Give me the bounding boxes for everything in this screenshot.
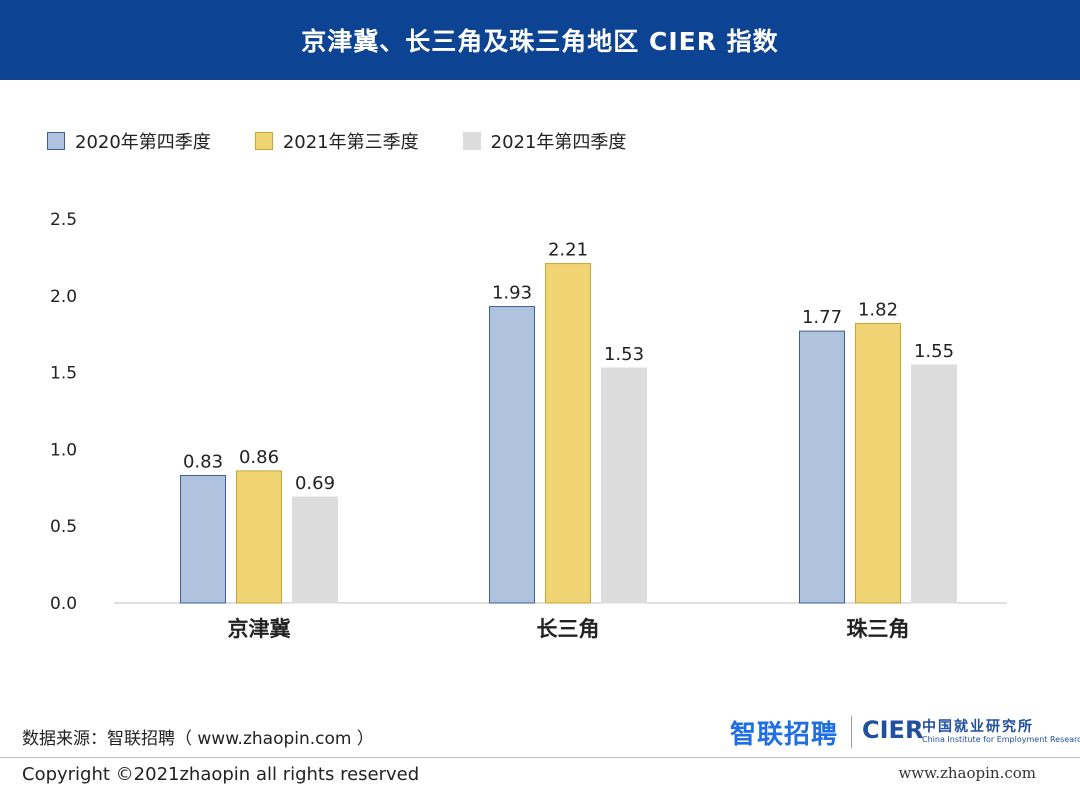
legend-item-series-2: 2021年第四季度 (462, 128, 627, 154)
y-tick-label-1: 0.5 (50, 517, 77, 537)
y-tick-label-4: 2.0 (50, 287, 77, 307)
bar-1-0 (489, 306, 535, 604)
legend-label-series-0: 2020年第四季度 (75, 132, 211, 153)
legend-swatch-series-1 (254, 132, 273, 150)
y-tick-label-2: 1.0 (50, 440, 77, 460)
data-source: 数据来源：智联招聘（ www.zhaopin.com ） (22, 729, 374, 749)
x-tick-label-0: 京津冀 (228, 617, 291, 641)
chart-legend: 2020年第四季度 2021年第三季度 2021年第四季度 (47, 128, 670, 154)
header-bar: 京津冀、长三角及珠三角地区 CIER 指数 (0, 0, 1080, 80)
data-label-2-2: 1.55 (914, 341, 954, 362)
legend-item-series-0: 2020年第四季度 (47, 128, 211, 154)
data-label-1-1: 2.21 (548, 240, 588, 261)
data-label-2-1: 1.82 (858, 299, 898, 320)
data-label-0-0: 0.83 (183, 452, 223, 473)
bar-0-1 (236, 470, 282, 604)
zhaopin-logo: 智联招聘 (730, 720, 839, 750)
x-tick-label-1: 长三角 (537, 617, 600, 641)
footer-url: www.zhaopin.com (898, 764, 1036, 782)
data-label-1-0: 1.93 (492, 283, 532, 304)
cier-logo-english: China Institute for Employment Research (922, 735, 1080, 744)
legend-item-series-1: 2021年第三季度 (254, 128, 419, 154)
y-tick-label-5: 2.5 (50, 210, 77, 230)
legend-swatch-series-0 (47, 132, 65, 150)
bar-2-2 (911, 364, 957, 604)
bar-2-0 (799, 330, 845, 604)
data-label-0-1: 0.86 (239, 447, 279, 468)
cier-logo-chinese: 中国就业研究所 (922, 719, 1034, 735)
data-label-0-2: 0.69 (295, 473, 335, 494)
data-label-1-2: 1.53 (604, 344, 644, 365)
bar-0-0 (180, 475, 226, 604)
bar-1-2 (601, 367, 647, 604)
y-tick-label-3: 1.5 (50, 364, 77, 384)
footer-divider (0, 757, 1080, 758)
chart-title: 京津冀、长三角及珠三角地区 CIER 指数 (301, 27, 779, 56)
bar-chart: 0.0 0.5 1.0 1.5 2.0 2.5 0.83 1.93 1.77 0.86 2.21 1.… (50, 210, 1007, 641)
cier-logo: CIER (862, 716, 924, 744)
logo-divider (851, 716, 852, 748)
bar-1-1 (545, 263, 591, 604)
x-tick-label-2: 珠三角 (847, 617, 910, 641)
copyright-text: Copyright ©2021zhaopin all rights reserv… (22, 764, 420, 785)
bar-2-1 (855, 322, 901, 604)
data-label-2-0: 1.77 (802, 307, 842, 328)
legend-swatch-series-2 (462, 132, 481, 150)
y-tick-label-0: 0.0 (50, 594, 77, 614)
legend-label-series-1: 2021年第三季度 (282, 132, 419, 153)
legend-label-series-2: 2021年第四季度 (490, 132, 627, 153)
bar-0-2 (292, 496, 338, 604)
